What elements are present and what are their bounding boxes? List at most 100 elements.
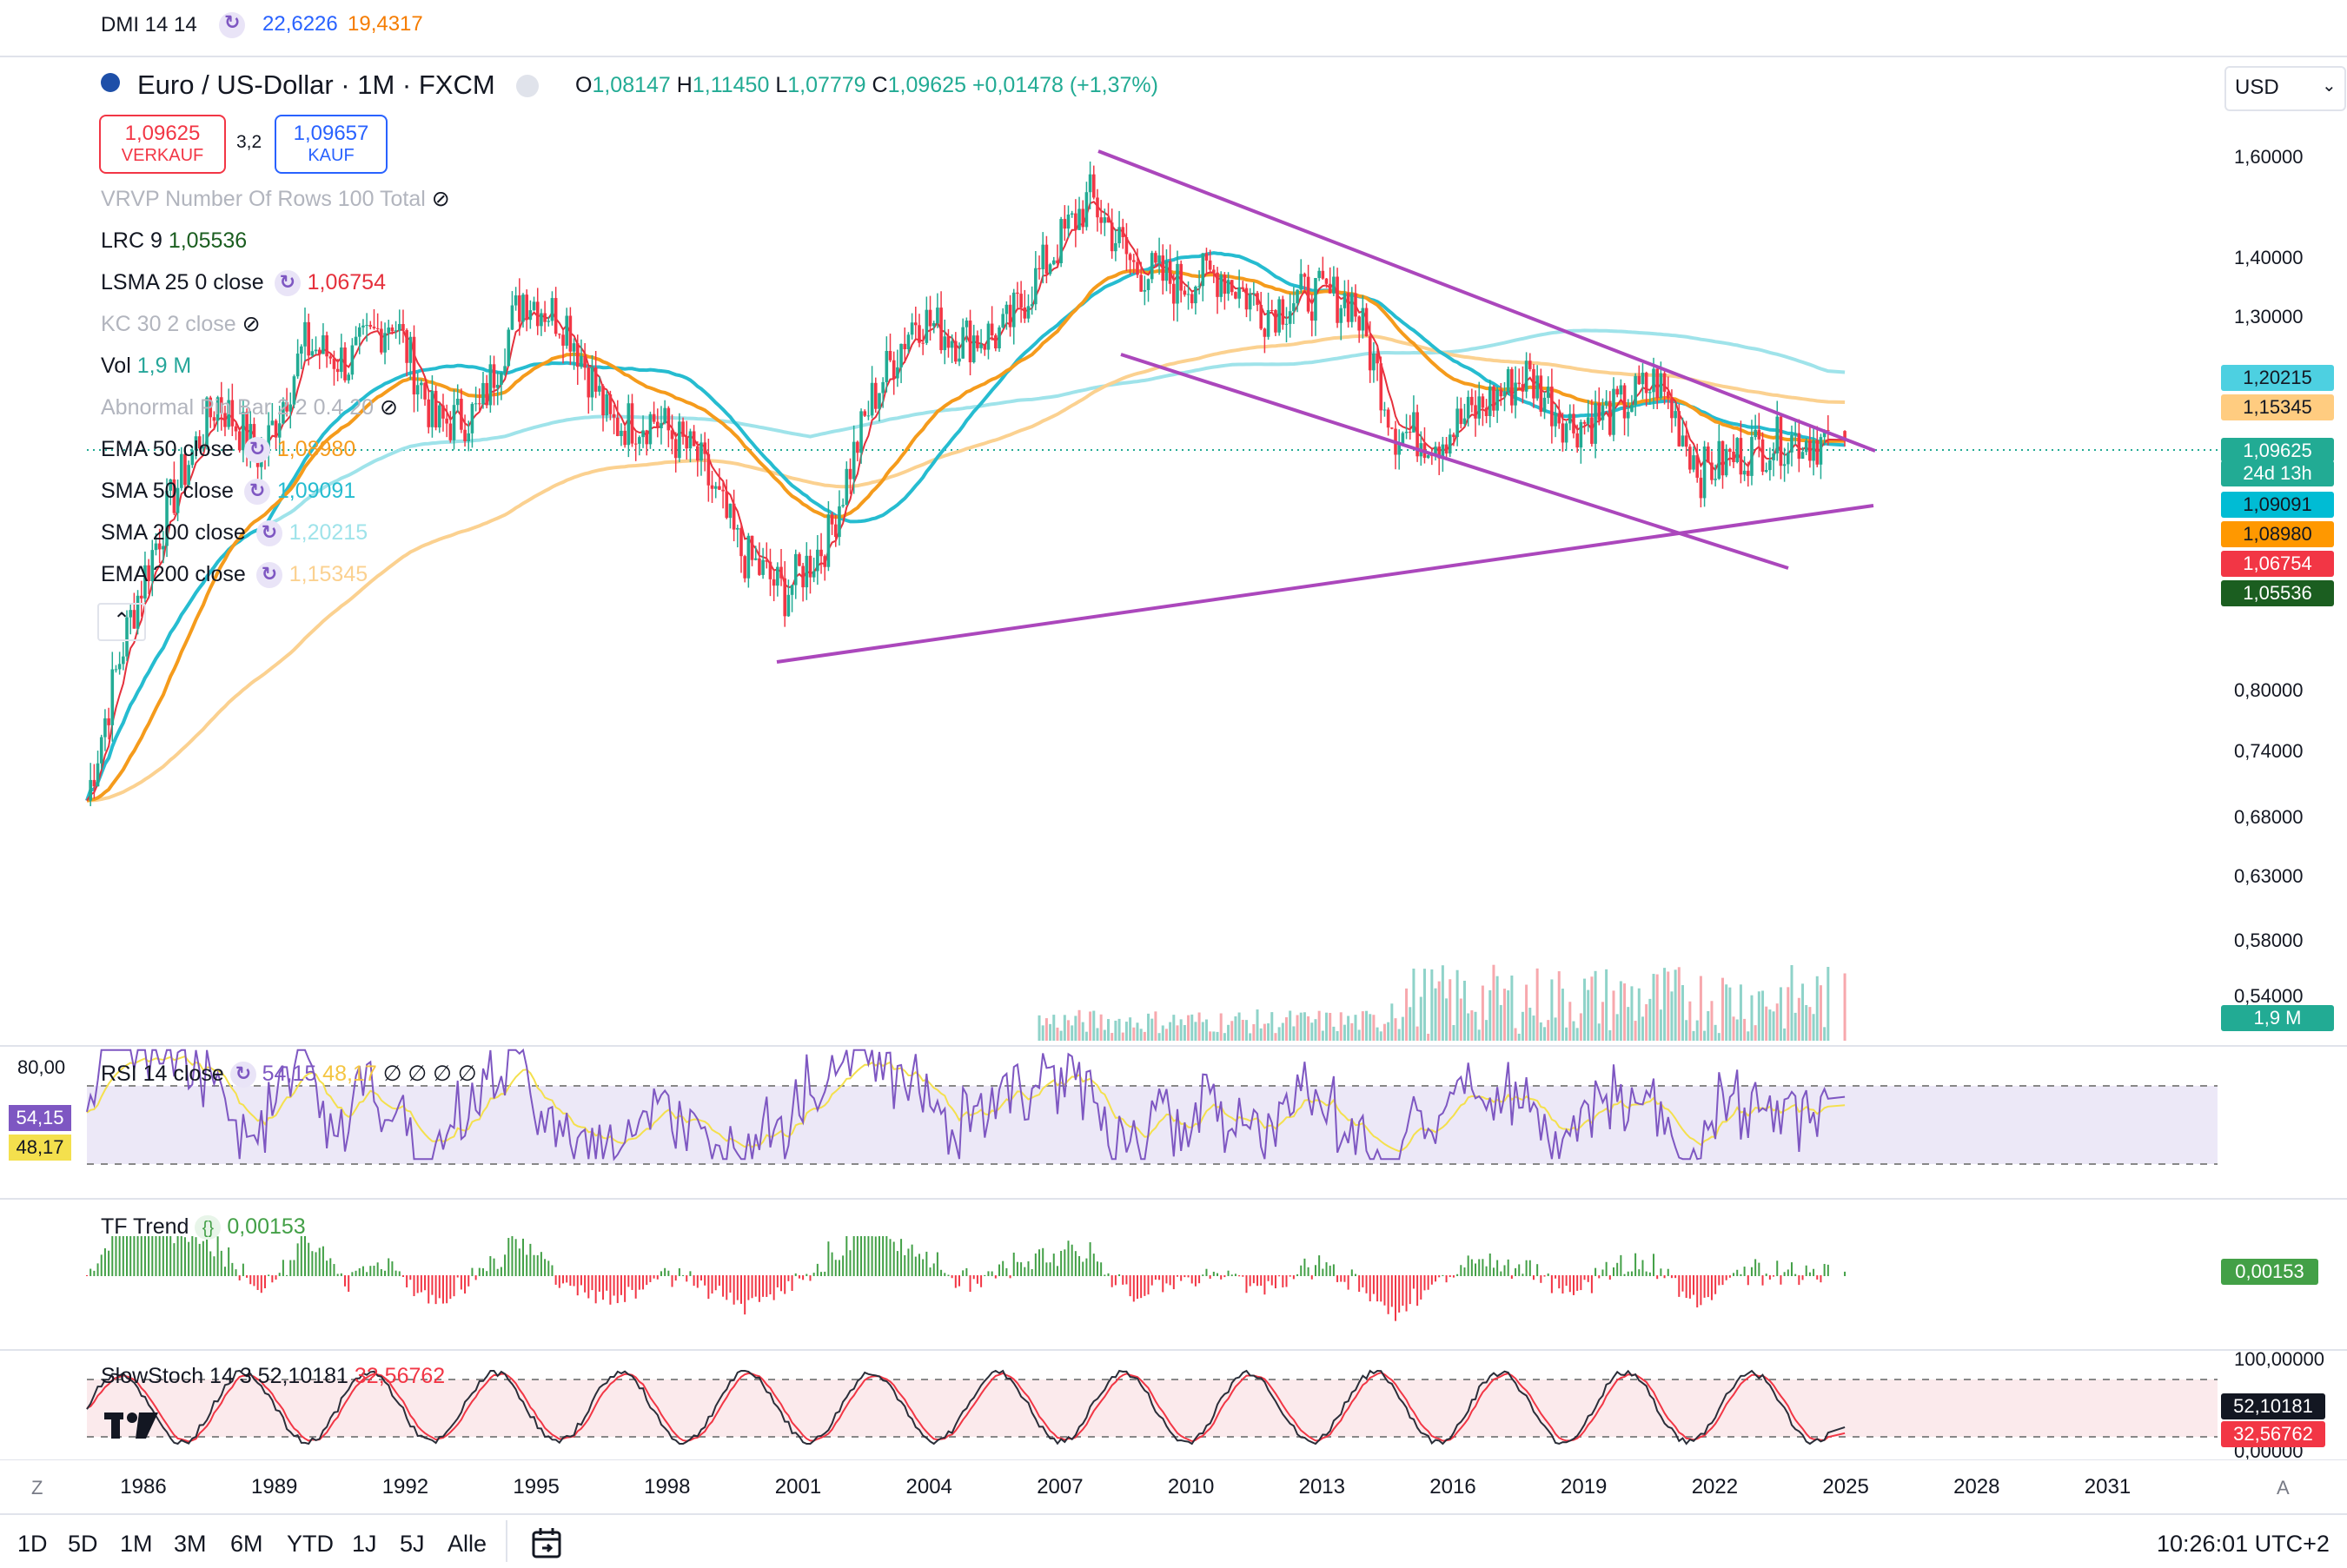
tf-trend-bar [358,1267,361,1276]
volume-bar [1772,1011,1775,1041]
candle-body [354,336,358,346]
indicator-row[interactable]: LSMA 25 0 close 1,06754 [101,269,386,297]
tf-trend-chart[interactable] [0,1201,2347,1348]
tf-trend-bar [1122,1275,1124,1285]
timeframe-button-5d[interactable]: 5D [68,1531,98,1557]
indicator-row[interactable]: LRC 9 1,05536 [101,228,247,254]
candle-body [441,405,445,419]
indicator-row[interactable]: VRVP Number Of Rows 100 Total ⊘ [101,186,450,212]
candle-body [136,595,140,629]
settings-cycle-icon[interactable] [229,1061,256,1088]
candle-body [183,453,187,486]
hidden-eye-icon[interactable]: ⊘ [425,187,450,211]
goto-date-icon[interactable] [530,1525,565,1560]
volume-bar [1147,1013,1150,1041]
timeframe-button-3m[interactable]: 3M [174,1531,207,1557]
candle-body [1354,293,1357,317]
tf-trend-bar [1510,1275,1513,1280]
timeframe-button-1d[interactable]: 1D [17,1531,48,1557]
tf-trend-bar [191,1236,194,1276]
candle-body [397,324,401,331]
volume-tag: 1,9 M [2221,1005,2334,1031]
price-chart[interactable] [0,56,2347,1046]
volume-bar [1390,1003,1394,1041]
volume-bar [1347,1016,1350,1041]
settings-cycle-icon[interactable] [243,478,270,506]
tf-trend-bar [1470,1259,1473,1276]
volume-bar [1317,1010,1321,1041]
corner-left-button[interactable]: Z [31,1477,43,1499]
tf-trend-bar [311,1251,314,1276]
candle-body [125,617,129,657]
tf-trend-bar [1107,1273,1110,1276]
tf-trend-bar [845,1236,848,1276]
timeframe-button-5j[interactable]: 5J [400,1531,425,1557]
tf-trend-bar [1380,1275,1382,1302]
separator [0,1349,2347,1351]
candle-body [601,386,605,416]
indicator-row[interactable]: SMA 200 close 1,20215 [101,519,368,547]
timeframe-button-6m[interactable]: 6M [230,1531,263,1557]
tf-trend-bar [1104,1274,1106,1276]
tf-trend-bar [1555,1275,1557,1279]
tf-trend-bar [624,1275,627,1302]
settings-cycle-icon[interactable] [274,269,301,297]
hidden-eye-icon[interactable]: ⊘ [235,312,261,336]
candle-body [1408,431,1412,433]
settings-cycle-icon[interactable] [255,561,282,589]
candle-body [132,610,136,629]
tf-trend-bar [1307,1267,1309,1276]
settings-cycle-icon[interactable] [255,519,282,547]
code-brackets-icon[interactable]: {} [195,1215,222,1240]
stoch-chart[interactable] [0,1352,2347,1456]
candle-body [612,414,616,418]
volume-bar [1274,1033,1277,1041]
collapse-icon[interactable] [516,75,539,97]
sell-button[interactable]: 1,09625 VERKAUF [99,115,226,174]
candle-body [1030,304,1034,307]
tf-trend-bar [616,1275,619,1304]
clock[interactable]: 10:26:01 UTC+2 [2157,1531,2330,1557]
indicator-row[interactable]: Abnormal Pin Bar 2 2 0.4 20 ⊘ [101,394,398,420]
candle-body [1077,208,1081,230]
indicator-row[interactable]: Vol 1,9 M [101,353,191,379]
timeframe-button-1j[interactable]: 1J [352,1531,377,1557]
timeframe-button-alle[interactable]: Alle [448,1531,487,1557]
tf-trend-bar [1500,1271,1502,1276]
tf-trend-bar [674,1275,677,1281]
candle-body [488,364,493,406]
indicator-row[interactable]: EMA 200 close 1,15345 [101,561,368,589]
buy-button[interactable]: 1,09657 KAUF [275,115,388,174]
rsi-chart[interactable] [0,1048,2347,1197]
currency-select[interactable]: USD ⌄ [2224,66,2346,111]
candle-body [408,336,413,363]
indicator-row[interactable]: EMA 50 close 1,08980 [101,436,355,464]
candle-body [1244,288,1249,310]
indicator-row[interactable]: SMA 50 close 1,09091 [101,478,355,506]
candle-body [645,430,649,445]
timeframe-button-ytd[interactable]: YTD [287,1531,334,1557]
candle-body [1720,440,1725,476]
tf-trend-bar [1740,1274,1742,1276]
candle-body [1324,278,1329,284]
legend-collapse-button[interactable]: ⌃ [97,603,146,641]
candle-body [950,341,954,348]
settings-cycle-icon[interactable] [243,436,270,464]
volume-bar [1365,1010,1369,1041]
symbol-title[interactable]: Euro / US-Dollar · 1M · FXCM [137,69,495,100]
candle-body [736,527,739,530]
timeframe-button-1m[interactable]: 1M [120,1531,153,1557]
candle-body [1019,294,1023,308]
corner-right-button[interactable]: A [2277,1477,2290,1499]
candle-body [212,417,216,421]
settings-cycle-icon[interactable] [219,11,245,38]
tf-trend-bar [649,1275,652,1282]
hidden-eye-icon[interactable]: ⊘ [374,395,398,420]
indicator-row[interactable]: KC 30 2 close ⊘ [101,311,261,337]
volume-bar [1397,1029,1401,1041]
tf-trend-bar [1365,1275,1368,1293]
candle-body [1364,308,1369,337]
candle-body [936,308,939,323]
candle-body [1034,268,1038,305]
tf-trend-bar [318,1247,321,1276]
